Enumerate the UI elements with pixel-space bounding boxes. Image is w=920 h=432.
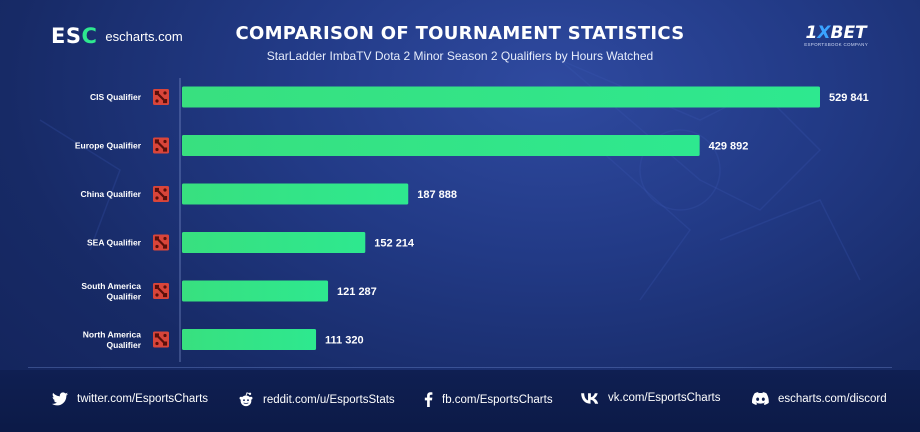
value-label: 429 892 [709, 141, 749, 153]
category-label: South America Qualifier [81, 281, 141, 302]
brand: ESC escharts.com [51, 24, 183, 48]
social-link-text: twitter.com/EsportsCharts [77, 393, 209, 405]
social-link[interactable]: vk.com/EsportsCharts [581, 392, 720, 404]
partner-tagline: ESPORTSBOOK COMPANY [804, 42, 868, 47]
social-link[interactable]: reddit.com/u/EsportsStats [238, 392, 395, 407]
social-link[interactable]: escharts.com/discord [752, 392, 887, 405]
social-link-text: vk.com/EsportsCharts [608, 392, 721, 404]
category-label: North America Qualifier [83, 329, 142, 350]
value-label: 121 287 [337, 286, 377, 298]
value-label: 111 320 [325, 335, 364, 347]
social-link[interactable]: twitter.com/EsportsCharts [52, 392, 208, 406]
dota2-icon [153, 89, 169, 105]
vk-icon [581, 392, 599, 404]
bar [182, 280, 329, 302]
discord-icon [752, 392, 769, 405]
esc-logo: ESC [51, 24, 98, 48]
bar [182, 86, 820, 108]
1xbet-logo: 1XBET [805, 23, 867, 43]
brand-site[interactable]: escharts.com [105, 28, 183, 44]
dota2-icon [153, 186, 169, 202]
facebook-icon [424, 392, 433, 407]
value-label: 152 214 [374, 238, 415, 250]
reddit-icon [238, 392, 254, 407]
bar [182, 135, 700, 156]
partner-logo: 1XBET ESPORTSBOOK COMPANY [804, 24, 868, 48]
bar [182, 183, 409, 205]
dota2-icon [153, 331, 169, 348]
value-label: 187 888 [417, 189, 457, 201]
category-label: CIS Qualifier [90, 92, 142, 102]
category-label: SEA Qualifier [87, 238, 142, 248]
chart-title: COMPARISON OF TOURNAMENT STATISTICS [235, 23, 685, 44]
bar [182, 329, 317, 350]
social-link[interactable]: fb.com/EsportsCharts [424, 392, 553, 407]
dota2-icon [153, 137, 169, 154]
category-label: China Qualifier [81, 189, 142, 199]
chart-subtitle: StarLadder ImbaTV Dota 2 Minor Season 2 … [266, 49, 654, 63]
social-link-text: escharts.com/discord [778, 392, 887, 405]
value-label: 529 841 [829, 92, 869, 104]
category-label: Europe Qualifier [75, 141, 142, 151]
twitter-icon [52, 392, 68, 406]
dota2-icon [153, 283, 169, 299]
footer-divider [28, 367, 892, 368]
footer: twitter.com/EsportsCharts reddit.com/u/Es… [0, 370, 920, 432]
dota2-icon [153, 234, 169, 251]
bar-chart: CIS Qualifier 529 841 Europe Qualifier 429 … [75, 78, 869, 362]
social-link-text: reddit.com/u/EsportsStats [263, 393, 395, 406]
bar [182, 232, 366, 253]
social-link-text: fb.com/EsportsCharts [442, 393, 553, 406]
